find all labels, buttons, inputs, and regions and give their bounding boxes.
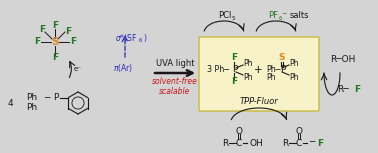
Text: e⁻: e⁻ <box>74 66 82 72</box>
Text: salts: salts <box>290 11 310 21</box>
FancyBboxPatch shape <box>199 37 319 111</box>
Text: ─: ─ <box>309 138 314 147</box>
Text: Ph: Ph <box>266 73 276 82</box>
Text: Ph: Ph <box>289 73 299 82</box>
Text: S: S <box>51 37 59 47</box>
Text: ): ) <box>143 34 146 43</box>
Text: OH: OH <box>249 138 263 147</box>
Text: 4: 4 <box>7 99 13 108</box>
Text: P: P <box>232 65 237 75</box>
Text: Ph: Ph <box>26 93 37 103</box>
Text: F: F <box>34 37 40 47</box>
Text: Ph: Ph <box>289 58 299 67</box>
Text: F: F <box>354 86 360 95</box>
Text: F: F <box>52 54 58 62</box>
Text: F: F <box>70 37 76 47</box>
Text: $\sigma$*(SF: $\sigma$*(SF <box>115 32 137 44</box>
Text: Ph─: Ph─ <box>266 65 280 75</box>
Text: F: F <box>65 26 71 35</box>
Text: C: C <box>296 138 302 147</box>
Text: F: F <box>52 22 58 30</box>
Text: $\pi$(Ar): $\pi$(Ar) <box>113 62 133 74</box>
Text: TPP-Fluor: TPP-Fluor <box>240 97 278 106</box>
Text: 6: 6 <box>139 37 143 43</box>
Text: PCl: PCl <box>218 11 231 21</box>
Text: ─: ─ <box>44 93 50 103</box>
Text: O: O <box>296 127 302 136</box>
Text: R─OH: R─OH <box>330 56 356 65</box>
Text: R─: R─ <box>337 86 349 95</box>
Text: P: P <box>280 65 285 75</box>
Text: PF: PF <box>268 11 278 21</box>
Text: Ph: Ph <box>243 73 253 82</box>
Text: UVA light: UVA light <box>156 58 194 67</box>
Text: F: F <box>39 26 45 34</box>
Text: R: R <box>282 138 288 147</box>
Text: F: F <box>231 54 237 62</box>
Text: O: O <box>235 127 243 136</box>
Text: 5: 5 <box>232 15 235 21</box>
Text: Ph: Ph <box>243 58 253 67</box>
Text: 3 Ph─: 3 Ph─ <box>207 65 229 75</box>
Text: scalable: scalable <box>159 88 191 97</box>
Text: Ph: Ph <box>26 103 37 112</box>
Text: P: P <box>53 93 59 103</box>
Text: R: R <box>222 138 228 147</box>
Text: 6: 6 <box>279 15 282 21</box>
Text: solvent-free: solvent-free <box>152 78 198 86</box>
Text: F: F <box>231 78 237 86</box>
Text: F: F <box>317 138 323 147</box>
Text: S: S <box>279 54 285 62</box>
Text: C: C <box>236 138 242 147</box>
Text: ─: ─ <box>282 13 285 17</box>
Text: +: + <box>254 65 262 75</box>
